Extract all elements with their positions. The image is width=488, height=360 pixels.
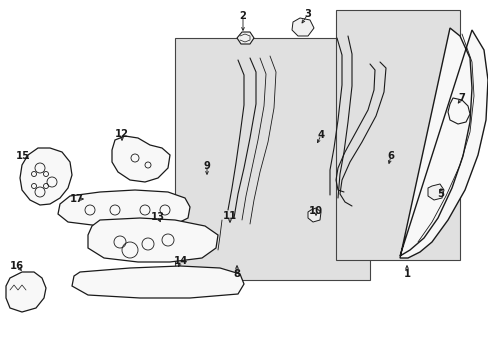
Polygon shape [175, 38, 369, 280]
Text: 13: 13 [151, 212, 164, 222]
Polygon shape [291, 18, 313, 36]
Polygon shape [112, 136, 170, 182]
Polygon shape [307, 208, 320, 222]
Text: 3: 3 [304, 9, 311, 19]
Polygon shape [58, 190, 190, 228]
Polygon shape [399, 28, 487, 258]
Text: 9: 9 [203, 161, 210, 171]
Text: 6: 6 [386, 151, 394, 161]
Text: 15: 15 [16, 151, 30, 161]
Text: 16: 16 [10, 261, 24, 271]
Polygon shape [20, 148, 72, 205]
Text: 10: 10 [308, 206, 323, 216]
Polygon shape [427, 184, 443, 200]
Polygon shape [88, 218, 218, 262]
Polygon shape [335, 10, 459, 260]
Text: 7: 7 [458, 93, 465, 103]
Polygon shape [237, 32, 253, 44]
Polygon shape [6, 272, 46, 312]
Text: 12: 12 [115, 129, 129, 139]
Text: 8: 8 [233, 269, 240, 279]
Text: 14: 14 [174, 256, 188, 266]
Text: 4: 4 [317, 130, 324, 140]
Text: 17: 17 [70, 194, 84, 204]
Text: 1: 1 [403, 269, 410, 279]
Text: 5: 5 [437, 189, 444, 199]
Text: 2: 2 [239, 11, 246, 21]
Polygon shape [447, 98, 469, 124]
Text: 11: 11 [223, 211, 237, 221]
Polygon shape [72, 266, 244, 298]
